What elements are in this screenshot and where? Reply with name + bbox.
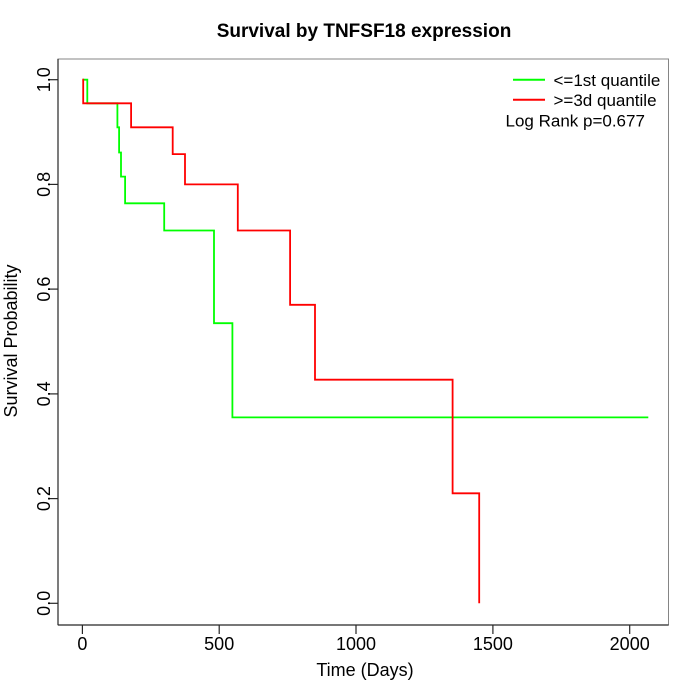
survival-curve-high-expression	[82, 78, 481, 604]
y-tick-label: 0.8	[34, 172, 54, 197]
y-tick-label: 1.0	[34, 67, 54, 92]
legend-label-third-quantile: >=3d quantile	[554, 91, 657, 110]
log-rank-annotation: Log Rank p=0.677	[506, 112, 645, 131]
y-axis-title: Survival Probability	[1, 264, 21, 417]
y-tick-label: 0.2	[34, 486, 54, 511]
chart-title: Survival by TNFSF18 expression	[217, 21, 512, 42]
survival-curves	[82, 78, 649, 604]
x-axis-ticks: 0 500 1000 1500 2000	[77, 625, 650, 654]
x-tick-label: 2000	[610, 634, 650, 654]
y-axis-ticks: 0.0 0.2 0.4 0.6 0.8 1.0	[34, 67, 58, 616]
x-tick-label: 1000	[336, 634, 376, 654]
plot-panel-border	[57, 58, 669, 626]
x-tick-label: 0	[77, 634, 87, 654]
legend-label-first-quantile: <=1st quantile	[554, 71, 661, 90]
y-tick-label: 0.0	[34, 591, 54, 616]
x-tick-label: 1500	[473, 634, 513, 654]
legend: <=1st quantile >=3d quantile Log Rank p=…	[506, 71, 661, 131]
y-tick-label: 0.6	[34, 277, 54, 302]
x-axis-title: Time (Days)	[316, 660, 413, 680]
y-tick-label: 0.4	[34, 381, 54, 406]
x-tick-label: 500	[204, 634, 234, 654]
